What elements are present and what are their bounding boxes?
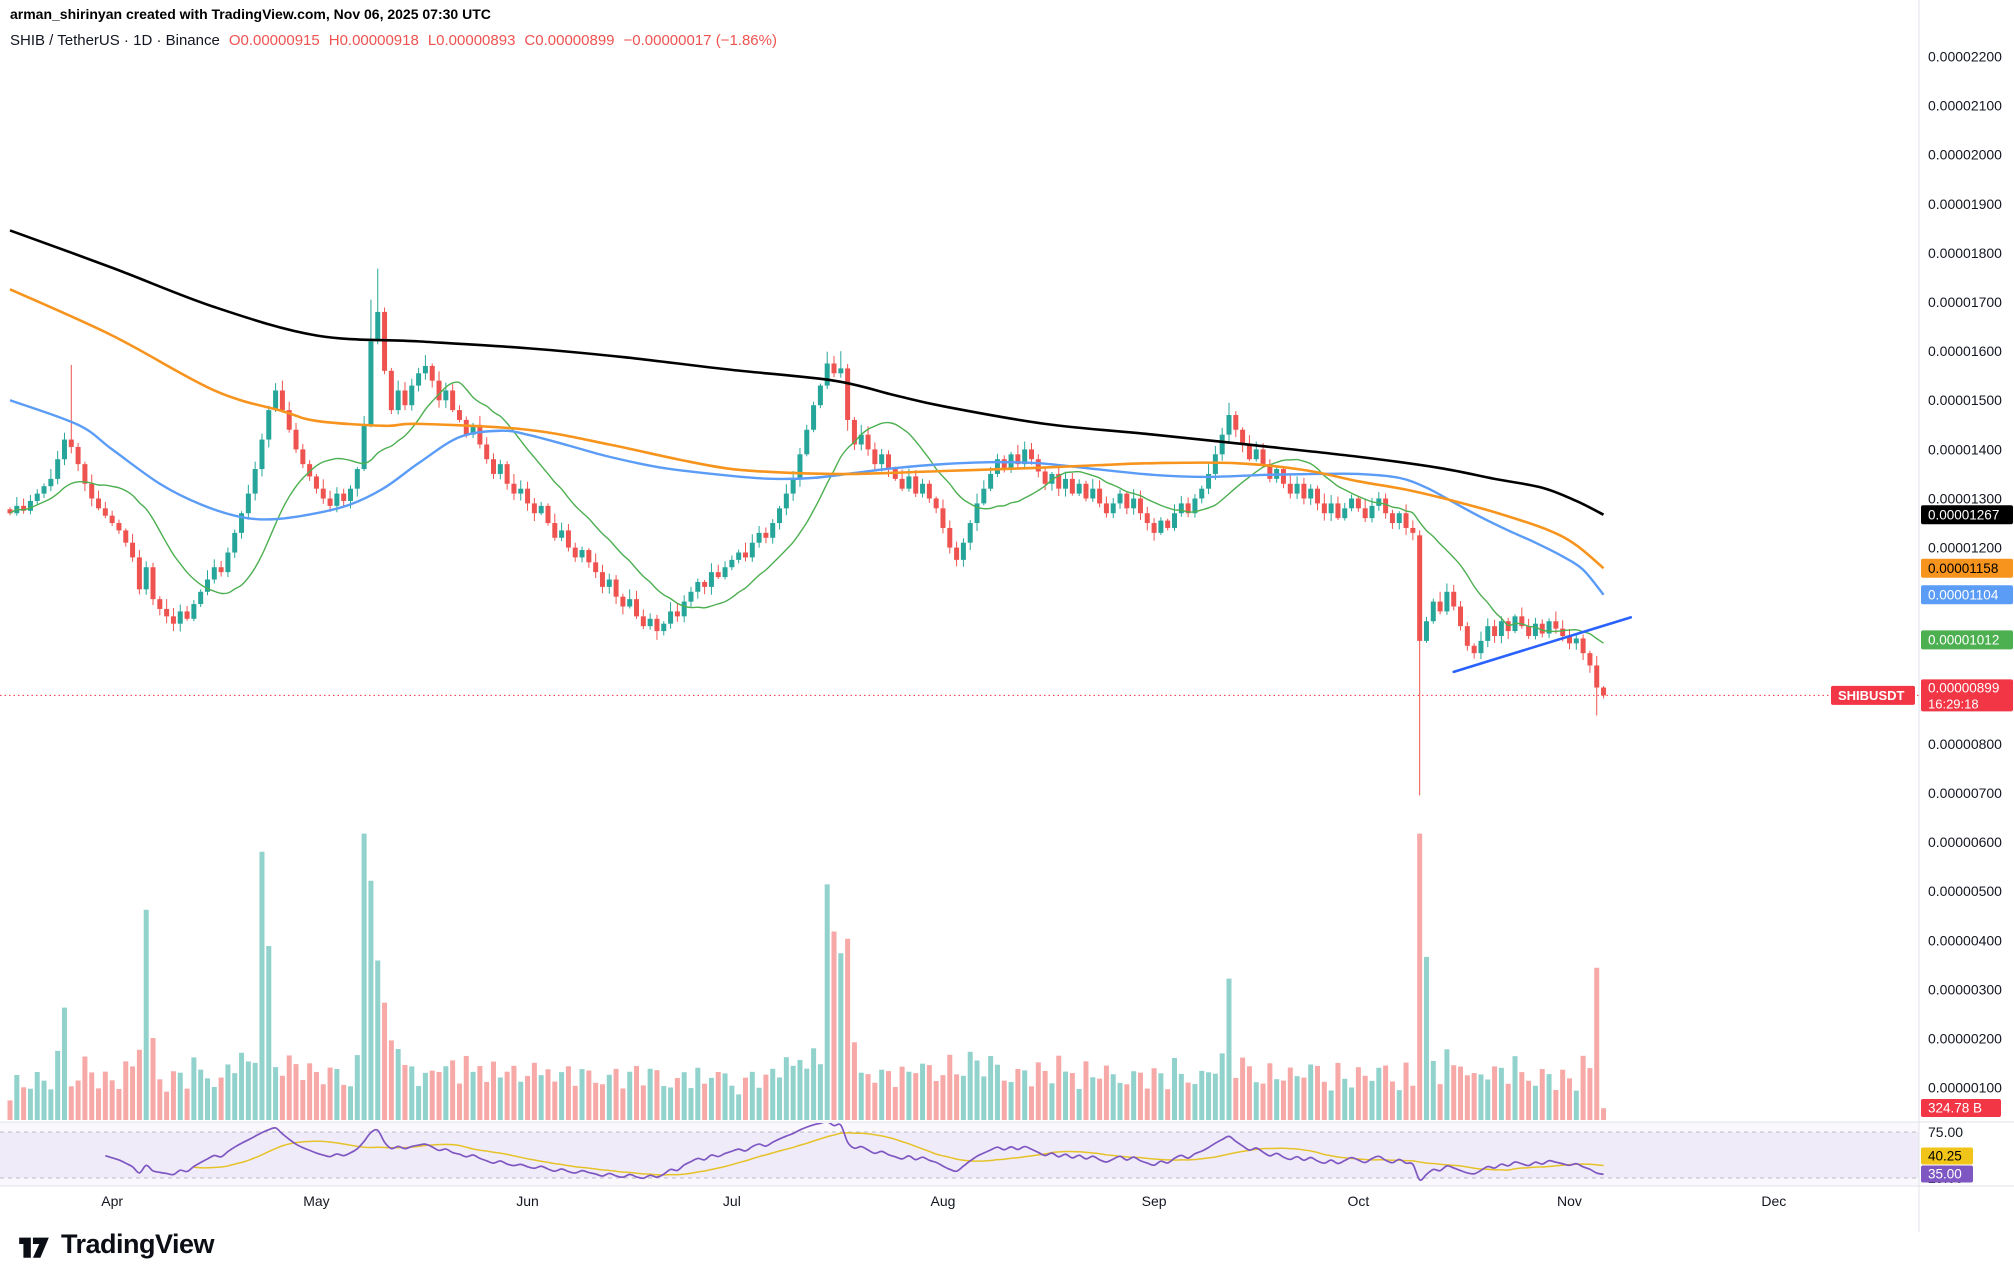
pane-separators[interactable] [0, 0, 2014, 1232]
svg-text:0.00000400: 0.00000400 [1928, 932, 2002, 948]
svg-text:May: May [303, 1193, 329, 1209]
svg-text:Dec: Dec [1761, 1193, 1786, 1209]
ohlc-high: H0.00000918 [328, 32, 419, 49]
time-axis[interactable]: Apr May Jun Jul Aug Sep Oct Nov Dec [101, 1193, 1786, 1209]
ma-mid-line [9, 288, 1605, 570]
symbol-title: SHIB / TetherUS · 1D · Binance [10, 32, 220, 49]
svg-text:0.00001158: 0.00001158 [1928, 561, 1998, 576]
svg-text:0.00000200: 0.00000200 [1928, 1031, 2002, 1047]
tradingview-logo-text: TradingView [61, 1228, 215, 1259]
svg-text:0.00001400: 0.00001400 [1928, 441, 2002, 457]
svg-text:40.25: 40.25 [1928, 1149, 1962, 1164]
candles [7, 268, 1607, 796]
svg-text:Jul: Jul [723, 1193, 741, 1209]
ohlc-low: L0.00000893 [427, 32, 516, 49]
svg-text:0.00001012: 0.00001012 [1928, 633, 1999, 648]
svg-text:0.00001900: 0.00001900 [1928, 196, 2002, 212]
rsi-lines [105, 1123, 1604, 1181]
ma-fast-line [9, 399, 1605, 596]
svg-text:0.00001200: 0.00001200 [1928, 540, 2002, 556]
ma-green-line [9, 381, 1604, 644]
svg-text:0.00001800: 0.00001800 [1928, 245, 2002, 261]
svg-text:0.00001300: 0.00001300 [1928, 490, 2002, 506]
chart-legend[interactable]: SHIB / TetherUS · 1D · Binance O0.000009… [10, 32, 777, 49]
svg-text:Nov: Nov [1557, 1193, 1582, 1209]
svg-text:Jun: Jun [516, 1193, 539, 1209]
volume-badge: 324.78 B [1921, 1099, 2001, 1117]
svg-text:0.00002100: 0.00002100 [1928, 98, 2002, 114]
svg-text:Sep: Sep [1142, 1193, 1167, 1209]
tradingview-logo-icon [19, 1237, 49, 1258]
svg-text:0.00000800: 0.00000800 [1928, 736, 2002, 752]
rsi-pane[interactable] [0, 1122, 1919, 1186]
svg-text:0.00002000: 0.00002000 [1928, 147, 2002, 163]
svg-text:0.00000300: 0.00000300 [1928, 981, 2002, 997]
ohlc-change: −0.00000017 (−1.86%) [623, 32, 777, 49]
svg-text:Oct: Oct [1347, 1193, 1369, 1209]
svg-text:0.00001267: 0.00001267 [1928, 507, 1999, 522]
svg-text:0.00001104: 0.00001104 [1928, 587, 1999, 602]
ma-long-line [9, 229, 1605, 516]
svg-text:0.00000100: 0.00000100 [1928, 1080, 2002, 1096]
svg-text:0.00000500: 0.00000500 [1928, 883, 2002, 899]
svg-text:Aug: Aug [931, 1193, 956, 1209]
svg-text:0.00001600: 0.00001600 [1928, 343, 2002, 359]
trendline-drawing[interactable] [1452, 616, 1633, 674]
svg-text:0.00000899: 0.00000899 [1928, 681, 1999, 696]
svg-text:75.00: 75.00 [1928, 1124, 1963, 1140]
svg-text:0.00001500: 0.00001500 [1928, 392, 2002, 408]
tradingview-logo[interactable]: TradingView [16, 1226, 215, 1262]
ohlc-close: C0.00000899 [524, 32, 615, 49]
svg-text:35.00: 35.00 [1928, 1167, 1962, 1182]
price-axis[interactable]: 0.00002200 0.00002100 0.00002000 0.00001900… [1921, 49, 2013, 1096]
svg-text:SHIBUSDT: SHIBUSDT [1838, 688, 1905, 703]
svg-text:0.00002200: 0.00002200 [1928, 49, 2002, 65]
svg-text:324.78 B: 324.78 B [1928, 1101, 1982, 1116]
symbol-price-label: SHIBUSDT [1831, 685, 1915, 705]
svg-text:16:29:18: 16:29:18 [1928, 696, 1979, 711]
volume-bars [7, 833, 1607, 1120]
svg-text:Apr: Apr [101, 1193, 123, 1209]
svg-text:0.00000700: 0.00000700 [1928, 785, 2002, 801]
attribution-text: arman_shirinyan created with TradingView… [10, 6, 491, 22]
svg-text:0.00000600: 0.00000600 [1928, 834, 2002, 850]
ohlc-open: O0.00000915 [228, 32, 320, 49]
svg-text:0.00001700: 0.00001700 [1928, 294, 2002, 310]
